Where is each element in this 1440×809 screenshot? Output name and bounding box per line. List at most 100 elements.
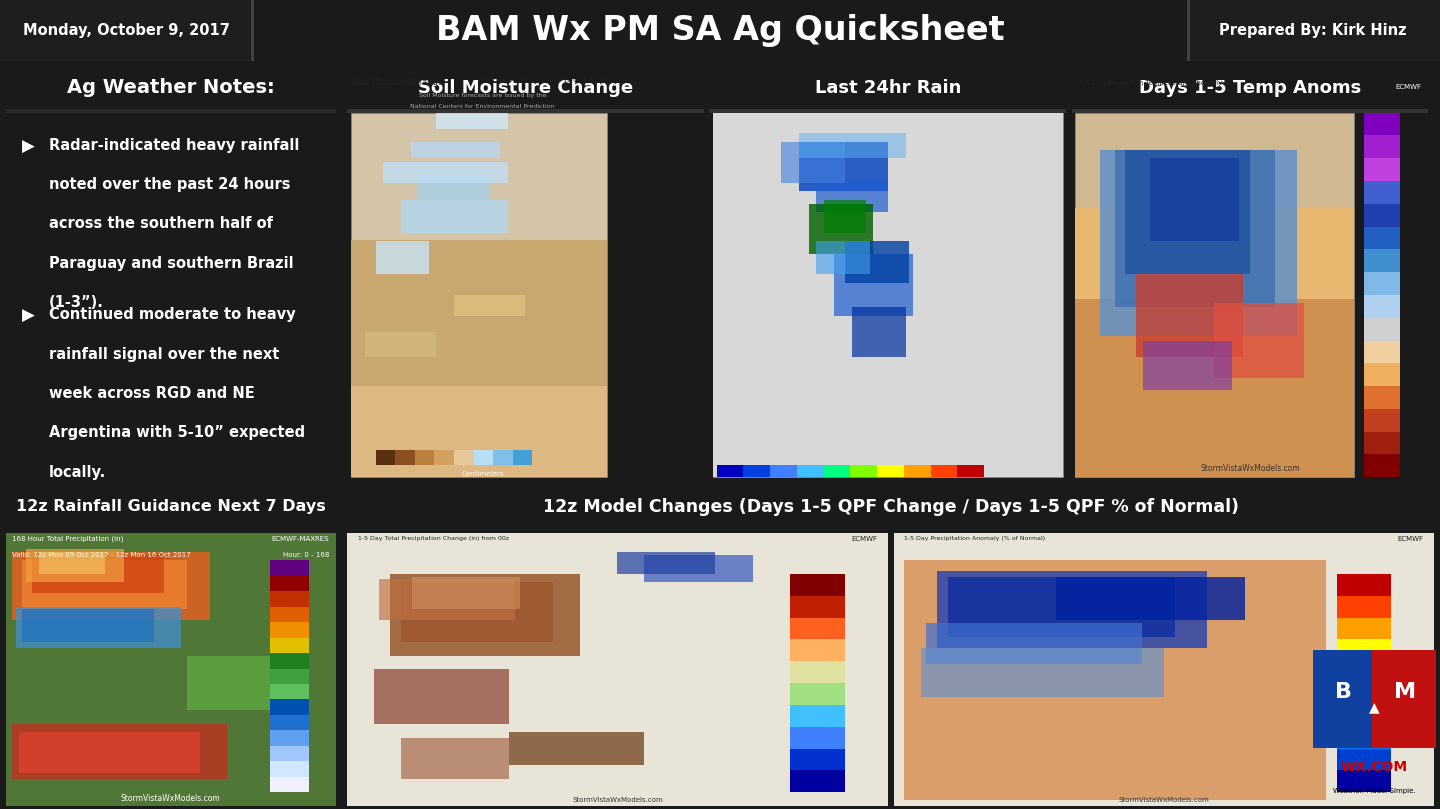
Bar — [1364, 159, 1400, 181]
Bar — [347, 108, 704, 112]
Text: ▲: ▲ — [1369, 701, 1380, 714]
Bar — [1336, 748, 1391, 770]
Bar — [877, 465, 904, 477]
Bar — [1364, 112, 1400, 135]
Text: National Centers for Environmental Prediction: National Centers for Environmental Predi… — [410, 104, 554, 108]
Bar — [1364, 227, 1400, 249]
Bar — [269, 561, 310, 576]
Bar — [269, 731, 310, 746]
Text: M: M — [1394, 682, 1416, 702]
Bar — [1364, 363, 1400, 386]
Bar — [364, 332, 436, 357]
Bar — [1364, 249, 1400, 272]
Bar — [1076, 290, 1354, 477]
Bar — [6, 67, 336, 108]
Bar — [1364, 432, 1400, 455]
Bar — [269, 576, 310, 591]
Bar — [376, 241, 429, 274]
Text: ECMWF: ECMWF — [1395, 83, 1421, 90]
Bar — [402, 738, 510, 778]
Bar — [926, 623, 1142, 664]
Bar — [269, 761, 310, 777]
Text: 00Z 09 OCT 2017 to 00Z 17 OCT 2017: 00Z 09 OCT 2017 to 00Z 17 OCT 2017 — [484, 78, 603, 83]
Text: Last 24hr Rain: Last 24hr Rain — [815, 78, 960, 97]
Text: StormVistaWxModels.com: StormVistaWxModels.com — [1201, 464, 1300, 473]
Bar — [791, 639, 844, 661]
Bar — [412, 142, 500, 159]
Text: across the southern half of: across the southern half of — [49, 216, 272, 231]
Bar — [436, 112, 507, 129]
Text: 1-5 Day Total Precipitation Change (in) from 00z: 1-5 Day Total Precipitation Change (in) … — [359, 536, 508, 541]
Text: Soil Moisture forecasts are issued by the: Soil Moisture forecasts are issued by th… — [419, 93, 546, 98]
Bar — [1071, 67, 1428, 108]
Bar — [1336, 683, 1391, 705]
Bar — [269, 715, 310, 731]
Bar — [269, 622, 310, 637]
Bar — [791, 770, 844, 792]
Text: Centimeters: Centimeters — [461, 471, 504, 477]
Bar — [799, 142, 887, 192]
Bar — [513, 451, 533, 465]
Bar — [380, 579, 514, 621]
Bar — [1115, 150, 1276, 307]
Text: Hour: 0 - 168: Hour: 0 - 168 — [282, 553, 328, 558]
Bar — [6, 108, 336, 112]
Bar — [743, 465, 770, 477]
Text: 12z Rainfall Guidance Next 7 Days: 12z Rainfall Guidance Next 7 Days — [16, 499, 325, 515]
Text: locally.: locally. — [49, 465, 107, 480]
Bar — [269, 668, 310, 684]
Bar — [1336, 596, 1391, 617]
Text: ECMWF: ECMWF — [1397, 536, 1423, 542]
Bar — [1364, 455, 1400, 477]
Bar — [780, 142, 845, 183]
Bar — [350, 112, 608, 477]
Bar — [474, 451, 494, 465]
Bar — [930, 465, 958, 477]
Bar — [791, 596, 844, 617]
Bar — [920, 648, 1164, 697]
Bar — [713, 112, 1063, 477]
Bar — [454, 295, 526, 316]
Bar — [1364, 295, 1400, 318]
Bar — [19, 732, 200, 773]
Text: StormVistaWxModels.com: StormVistaWxModels.com — [572, 797, 662, 803]
Bar — [22, 609, 154, 642]
Bar — [1364, 409, 1400, 432]
Bar — [1364, 135, 1400, 159]
Bar — [1056, 577, 1246, 621]
Bar — [415, 451, 435, 465]
Text: Prepared By: Kirk Hinz: Prepared By: Kirk Hinz — [1220, 23, 1407, 38]
Bar — [347, 67, 704, 108]
Text: ECMWF: ECMWF — [851, 536, 877, 542]
Text: StormVistaWxModels.com: StormVistaWxModels.com — [1119, 797, 1210, 803]
Bar — [32, 555, 164, 593]
Bar — [454, 451, 474, 465]
Bar — [269, 607, 310, 622]
Bar — [1336, 770, 1391, 792]
Bar — [1143, 341, 1233, 390]
Bar — [816, 241, 870, 274]
Bar — [834, 253, 913, 316]
Bar — [376, 451, 395, 465]
Bar — [1364, 341, 1400, 363]
Text: 1-5 Day Precipitation Anomaly (% of Normal): 1-5 Day Precipitation Anomaly (% of Norm… — [904, 536, 1045, 541]
Bar — [1313, 650, 1372, 748]
Bar — [435, 451, 454, 465]
Bar — [374, 670, 510, 724]
Bar — [1336, 705, 1391, 726]
Text: noted over the past 24 hours: noted over the past 24 hours — [49, 177, 289, 192]
Bar — [791, 705, 844, 726]
Bar — [1364, 181, 1400, 204]
Text: Days 1-5 Temp Anoms: Days 1-5 Temp Anoms — [1139, 78, 1361, 97]
Bar — [1076, 112, 1354, 477]
Bar — [390, 574, 579, 656]
Bar — [1336, 726, 1391, 748]
Bar — [958, 465, 984, 477]
Text: week across RGD and NE: week across RGD and NE — [49, 386, 255, 401]
Bar — [904, 561, 1326, 800]
Bar — [494, 451, 513, 465]
Bar — [269, 777, 310, 792]
Text: ▶: ▶ — [22, 307, 35, 325]
Bar — [937, 571, 1207, 648]
Bar — [269, 591, 310, 607]
